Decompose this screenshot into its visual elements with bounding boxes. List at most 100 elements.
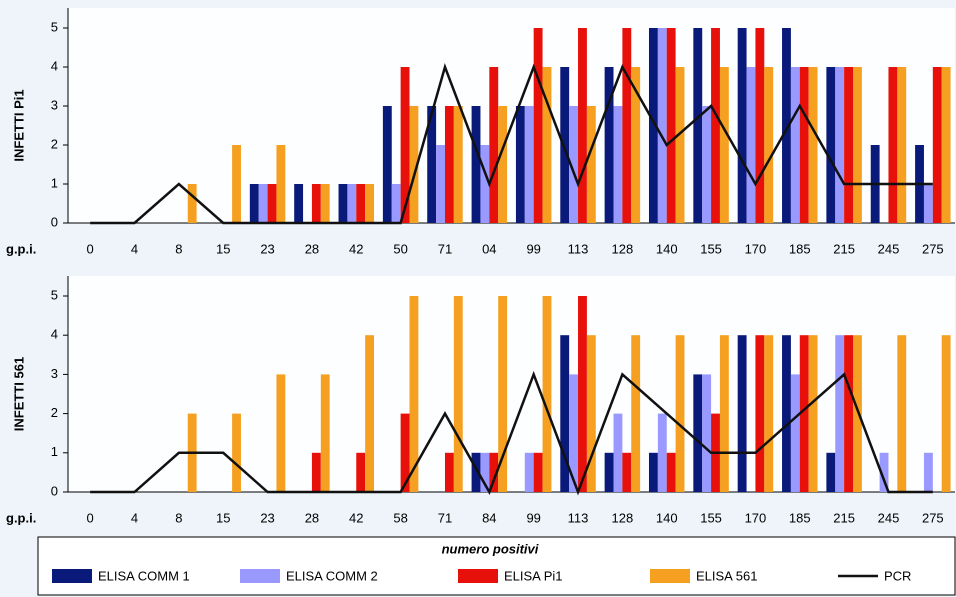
bar	[569, 106, 579, 223]
bar	[852, 67, 862, 223]
bar	[578, 296, 587, 492]
y-tick-label: 1	[51, 444, 58, 459]
x-tick-label: 113	[568, 241, 589, 256]
legend-title: numero positivi	[442, 541, 539, 556]
bar	[622, 452, 632, 492]
x-tick-label: 8	[175, 510, 182, 525]
x-tick-label: 8	[175, 241, 182, 256]
pcr-line	[90, 63, 933, 225]
bar	[356, 452, 366, 492]
bar	[444, 106, 454, 223]
bar	[808, 67, 818, 223]
y-tick-label: 3	[51, 97, 58, 112]
plot-area	[68, 8, 955, 223]
x-tick-label: 0	[87, 241, 94, 256]
plot-area	[68, 276, 955, 492]
x-tick-label: 128	[612, 241, 634, 256]
legend-label: ELISA 561	[696, 568, 757, 583]
bar	[764, 335, 774, 492]
bar	[471, 106, 481, 223]
bar	[436, 145, 445, 223]
bar	[427, 106, 437, 223]
pcr-line	[90, 370, 933, 496]
legend-label: ELISA COMM 1	[98, 568, 190, 583]
bar	[533, 452, 543, 492]
bar	[737, 335, 747, 492]
bar	[356, 184, 366, 223]
bar	[693, 28, 703, 223]
bar	[932, 67, 942, 223]
y-tick-label: 3	[51, 366, 58, 381]
bar	[542, 296, 552, 492]
x-tick-label: 155	[700, 510, 722, 525]
bar	[569, 374, 579, 492]
bar	[941, 67, 951, 223]
legend-swatch	[52, 569, 92, 583]
bar	[276, 145, 286, 223]
x-tick-label: 215	[833, 510, 855, 525]
bar	[400, 413, 410, 492]
x-axis-label: g.p.i.	[6, 241, 36, 256]
bar	[782, 28, 791, 223]
bar	[702, 374, 712, 492]
bar	[879, 452, 889, 492]
x-tick-label: 128	[612, 510, 634, 525]
bar	[782, 335, 791, 492]
legend-label: ELISA Pi1	[504, 568, 563, 583]
bar	[835, 335, 845, 492]
bar	[498, 106, 508, 223]
x-tick-label: 04	[482, 241, 496, 256]
bar	[524, 452, 534, 492]
bar	[187, 184, 197, 223]
bar	[923, 184, 933, 223]
legend-swatch	[240, 569, 280, 583]
legend-box	[37, 536, 956, 596]
y-tick-label: 4	[51, 58, 58, 73]
bar	[294, 184, 304, 223]
bar	[897, 335, 907, 492]
bar	[719, 335, 729, 492]
bar	[897, 67, 907, 223]
x-tick-label: 245	[878, 510, 900, 525]
bar	[675, 335, 685, 492]
bar	[489, 452, 499, 492]
bar	[542, 67, 552, 223]
bar	[471, 452, 481, 492]
x-tick-label: 42	[349, 241, 363, 256]
x-tick-label: 15	[216, 510, 230, 525]
bar	[515, 106, 525, 223]
x-tick-label: 4	[131, 241, 138, 256]
bar	[826, 67, 836, 223]
bar	[311, 452, 321, 492]
bar	[365, 335, 375, 492]
bar	[755, 28, 765, 223]
x-tick-label: 23	[260, 241, 274, 256]
bar	[835, 67, 845, 223]
bar	[578, 28, 587, 223]
bar	[826, 452, 836, 492]
bar	[453, 296, 463, 492]
x-tick-label: 4	[131, 510, 138, 525]
x-tick-label: 170	[745, 241, 767, 256]
bar	[524, 106, 534, 223]
bar	[755, 335, 765, 492]
x-tick-label: 15	[216, 241, 230, 256]
bar	[533, 28, 543, 223]
x-tick-label: 23	[260, 510, 274, 525]
bar	[560, 335, 570, 492]
bar	[320, 184, 330, 223]
bar	[400, 67, 410, 223]
bar	[249, 184, 259, 223]
x-tick-label: 99	[526, 241, 540, 256]
y-axis-label: INFETTI Pi1	[11, 89, 26, 161]
x-tick-label: 215	[833, 241, 855, 256]
bar	[453, 106, 463, 223]
bar	[746, 67, 756, 223]
bar	[560, 67, 570, 223]
bar	[347, 184, 357, 223]
x-tick-label: 185	[789, 510, 811, 525]
bar	[923, 452, 933, 492]
bar	[613, 413, 623, 492]
y-axis-label: INFETTI 561	[11, 357, 26, 431]
